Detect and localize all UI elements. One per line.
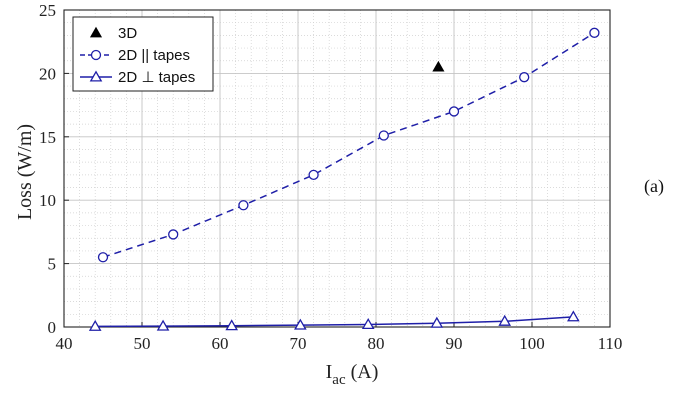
series-2 — [88, 310, 580, 331]
series-line — [102, 32, 595, 258]
panel-label: (a) — [644, 176, 664, 197]
data-point — [567, 310, 580, 322]
x-axis-label: Iac (A) — [326, 361, 379, 388]
y-tick-label: 5 — [48, 255, 57, 274]
axes: 40 50 60 70 80 90 100 110 0 5 10 15 20 25 — [39, 1, 622, 353]
legend-marker — [89, 70, 103, 82]
legend-marker — [89, 26, 103, 38]
data-point — [97, 252, 109, 263]
series-line — [95, 316, 574, 328]
data-point — [448, 106, 460, 117]
x-tick-label: 90 — [446, 334, 463, 353]
data-point — [88, 319, 102, 331]
legend-label: 3D — [118, 25, 137, 42]
series-1 — [97, 27, 600, 263]
data-point — [168, 229, 179, 240]
data-point — [519, 72, 530, 83]
data-point — [308, 169, 319, 180]
data-point — [156, 319, 170, 331]
data-point — [294, 318, 307, 330]
x-axis-label-subscript: ac — [332, 372, 346, 388]
series-0 — [432, 60, 445, 72]
x-tick-label: 80 — [368, 334, 385, 353]
legend-item-2: 2D ⊥ tapes — [80, 69, 195, 86]
x-axis-label-main: I — [326, 361, 333, 383]
y-tick-label: 10 — [39, 191, 56, 210]
legend-marker — [90, 49, 102, 61]
legend: 3D 2D || tapes 2D ⊥ tapes — [72, 16, 214, 92]
data-point — [378, 130, 389, 141]
data-point — [225, 319, 239, 331]
y-tick-label: 15 — [39, 128, 56, 147]
y-axis-label: Loss (W/m) — [14, 124, 36, 220]
x-tick-label: 60 — [212, 334, 229, 353]
y-tick-label: 0 — [48, 318, 57, 337]
x-tick-label: 50 — [134, 334, 151, 353]
x-tick-label: 40 — [56, 334, 73, 353]
y-tick-label: 20 — [39, 64, 56, 83]
legend-item-1: 2D || tapes — [80, 47, 190, 64]
series-layer — [88, 27, 600, 331]
data-point — [589, 27, 600, 38]
x-tick-label: 110 — [598, 334, 623, 353]
plot-frame — [63, 9, 611, 328]
data-point — [432, 60, 445, 72]
x-tick-label: 100 — [519, 334, 545, 353]
legend-item-0: 3D — [89, 25, 137, 42]
y-tick-label: 25 — [39, 1, 56, 20]
data-point — [238, 200, 249, 211]
legend-label: 2D || tapes — [118, 47, 190, 64]
data-point — [498, 314, 512, 326]
data-point — [430, 316, 444, 328]
data-point — [361, 317, 375, 330]
x-axis-label-unit: (A) — [346, 361, 379, 383]
legend-label: 2D ⊥ tapes — [118, 69, 195, 86]
x-tick-label: 70 — [290, 334, 307, 353]
